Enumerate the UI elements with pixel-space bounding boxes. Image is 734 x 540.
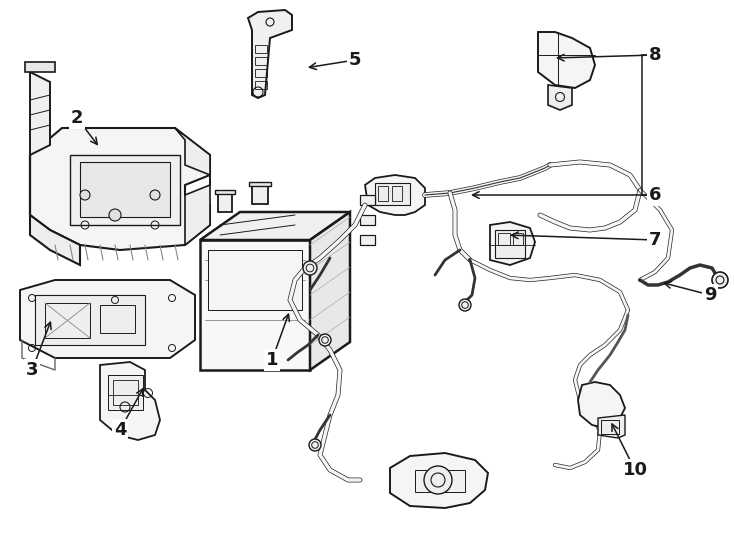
- Text: 1: 1: [266, 351, 278, 369]
- Text: 2: 2: [70, 109, 83, 127]
- Circle shape: [80, 190, 90, 200]
- Text: 4: 4: [114, 421, 126, 439]
- Bar: [392, 186, 402, 201]
- Polygon shape: [360, 195, 375, 205]
- Circle shape: [712, 272, 728, 288]
- Polygon shape: [360, 235, 375, 245]
- Bar: [35, 295, 145, 345]
- Text: 10: 10: [622, 461, 647, 479]
- Polygon shape: [365, 175, 425, 215]
- Polygon shape: [200, 240, 310, 370]
- Bar: [255, 45, 267, 53]
- Text: 9: 9: [704, 286, 716, 304]
- Polygon shape: [248, 10, 292, 98]
- Polygon shape: [30, 72, 50, 155]
- Bar: [70, 155, 180, 225]
- Bar: [495, 230, 525, 258]
- Polygon shape: [390, 453, 488, 508]
- Bar: [601, 420, 619, 434]
- Polygon shape: [252, 186, 268, 204]
- Text: 5: 5: [349, 51, 361, 69]
- Text: 3: 3: [26, 361, 38, 379]
- Polygon shape: [218, 194, 232, 212]
- Bar: [113, 380, 138, 405]
- Polygon shape: [100, 362, 160, 440]
- Bar: [513, 233, 523, 245]
- Text: 8: 8: [649, 46, 661, 64]
- Polygon shape: [215, 190, 235, 194]
- Polygon shape: [548, 85, 572, 110]
- Polygon shape: [310, 212, 350, 370]
- Polygon shape: [30, 155, 80, 265]
- Bar: [108, 375, 143, 410]
- Bar: [80, 162, 170, 217]
- Circle shape: [424, 466, 452, 494]
- Circle shape: [309, 439, 321, 451]
- Bar: [415, 470, 465, 492]
- Bar: [255, 57, 267, 65]
- Bar: [100, 305, 135, 333]
- Circle shape: [303, 261, 317, 275]
- Bar: [498, 233, 510, 245]
- Circle shape: [109, 209, 121, 221]
- Circle shape: [150, 190, 160, 200]
- Polygon shape: [30, 128, 210, 250]
- Circle shape: [459, 299, 471, 311]
- Polygon shape: [578, 382, 625, 428]
- Bar: [375, 183, 410, 205]
- Text: 6: 6: [649, 186, 661, 204]
- Bar: [255, 81, 267, 89]
- Polygon shape: [598, 415, 625, 438]
- Polygon shape: [25, 62, 55, 72]
- Bar: [208, 250, 302, 310]
- Polygon shape: [175, 128, 210, 245]
- Polygon shape: [490, 222, 535, 265]
- Polygon shape: [249, 182, 271, 186]
- Polygon shape: [20, 280, 195, 358]
- Polygon shape: [360, 215, 375, 225]
- Polygon shape: [200, 212, 350, 240]
- Bar: [378, 186, 388, 201]
- Bar: [45, 303, 90, 338]
- Text: 7: 7: [649, 231, 661, 249]
- Bar: [255, 69, 267, 77]
- Polygon shape: [538, 32, 595, 88]
- Circle shape: [319, 334, 331, 346]
